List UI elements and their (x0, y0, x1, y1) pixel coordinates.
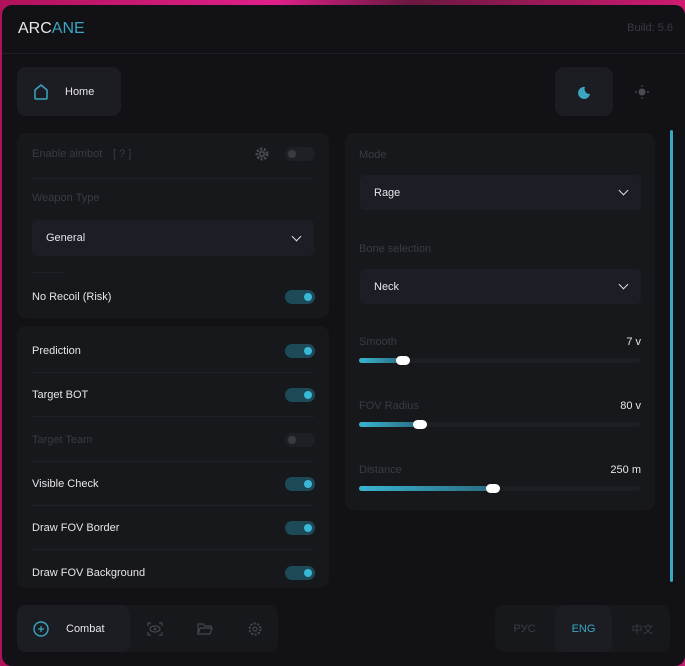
toggle-label: Draw FOV Border (32, 522, 120, 535)
language-option[interactable]: ENG (555, 605, 612, 652)
slider-label: Smooth (359, 336, 397, 348)
weapon-type-value: General (46, 232, 86, 244)
combat-label: Combat (66, 622, 105, 635)
aim-settings-panel: Mode Rage Bone selection Neck Smooth 7 v F… (345, 133, 655, 510)
divider (32, 504, 314, 506)
slider-handle[interactable] (485, 484, 500, 493)
logo: ARCANE (18, 20, 85, 38)
header-divider (2, 53, 685, 54)
toggle-draw-fov-background[interactable] (285, 565, 315, 580)
scrollbar[interactable] (670, 130, 673, 582)
weapon-type-label: Weapon Type (32, 192, 100, 204)
home-button[interactable]: Home (17, 67, 121, 116)
slider-smooth[interactable] (359, 356, 640, 365)
mode-value: Rage (374, 186, 401, 199)
chevron-down-icon (618, 279, 629, 290)
divider (32, 416, 314, 418)
divider (32, 372, 314, 373)
mode-select[interactable]: Rage (360, 175, 641, 210)
logo-text-a: ARC (18, 20, 52, 37)
eye-icon[interactable] (147, 621, 163, 637)
enable-aimbot-label: Enable aimbot (32, 148, 103, 160)
divider (32, 549, 314, 551)
build-version: Build: 5.6 (627, 22, 673, 34)
slider-value: 250 m (610, 464, 641, 476)
toggle-draw-fov-border[interactable] (285, 521, 315, 536)
dark-theme-button[interactable] (555, 67, 613, 116)
slider-label: FOV Radius (359, 400, 419, 412)
bone-select[interactable]: Neck (360, 269, 641, 304)
bone-value: Neck (374, 280, 400, 293)
weapon-type-select[interactable]: General (32, 220, 314, 256)
slider-fov-radius[interactable] (359, 420, 640, 429)
toggle-label: Target BOT (32, 389, 89, 402)
slider-handle[interactable] (395, 356, 410, 365)
bone-selection-label: Bone selection (359, 243, 432, 255)
logo-text-b: ANE (51, 20, 85, 37)
help-link[interactable]: [ ? ] (113, 148, 132, 160)
enable-aimbot-toggle[interactable] (285, 147, 315, 161)
slider-fill (359, 486, 494, 491)
toggle-label: Visible Check (32, 477, 99, 490)
home-icon (34, 83, 48, 100)
toggle-label: Draw FOV Background (32, 566, 146, 579)
toggle-label: Target Team (32, 433, 93, 446)
no-recoil-label: No Recoil (Risk) (32, 291, 112, 303)
tab-combat[interactable]: Combat (17, 605, 130, 652)
no-recoil-toggle[interactable] (285, 290, 315, 304)
mode-label: Mode (359, 149, 387, 161)
home-label: Home (65, 85, 95, 98)
divider (32, 178, 314, 179)
options-panel: Prediction Target BOT Target Team Visible C… (17, 326, 329, 588)
sun-icon (634, 84, 649, 99)
crosshair-icon (33, 620, 49, 637)
language-selector: РУС ENG 中文 (495, 605, 670, 652)
divider (32, 272, 64, 273)
chevron-down-icon (291, 231, 302, 241)
app-window: ARCANE Build: 5.6 Home Enable aimbot [ ?… (2, 5, 685, 666)
toggle-prediction[interactable] (285, 344, 315, 358)
slider-fill (359, 358, 404, 363)
language-option[interactable]: 中文 (631, 623, 654, 636)
toggle-target-bot[interactable] (285, 388, 315, 403)
chevron-down-icon (618, 185, 629, 196)
light-theme-button[interactable] (613, 67, 670, 116)
slider-value: 80 v (620, 400, 641, 412)
slider-handle[interactable] (412, 420, 427, 429)
slider-label: Distance (359, 464, 402, 476)
tab-bar: Combat (17, 605, 278, 652)
settings-gear-icon[interactable] (255, 147, 269, 161)
toggle-target-team[interactable] (285, 432, 315, 447)
toggle-label: Prediction (32, 345, 81, 357)
gear-icon[interactable] (247, 621, 263, 637)
slider-value: 7 v (626, 336, 641, 348)
aimbot-panel: Enable aimbot [ ? ] Weapon Type General … (17, 133, 329, 318)
folder-icon[interactable] (197, 621, 213, 637)
divider (32, 460, 314, 462)
moon-icon (578, 86, 590, 99)
toggle-visible-check[interactable] (285, 476, 315, 491)
slider-fill (359, 422, 421, 427)
slider-distance[interactable] (359, 484, 640, 493)
language-option[interactable]: РУС (513, 622, 536, 635)
